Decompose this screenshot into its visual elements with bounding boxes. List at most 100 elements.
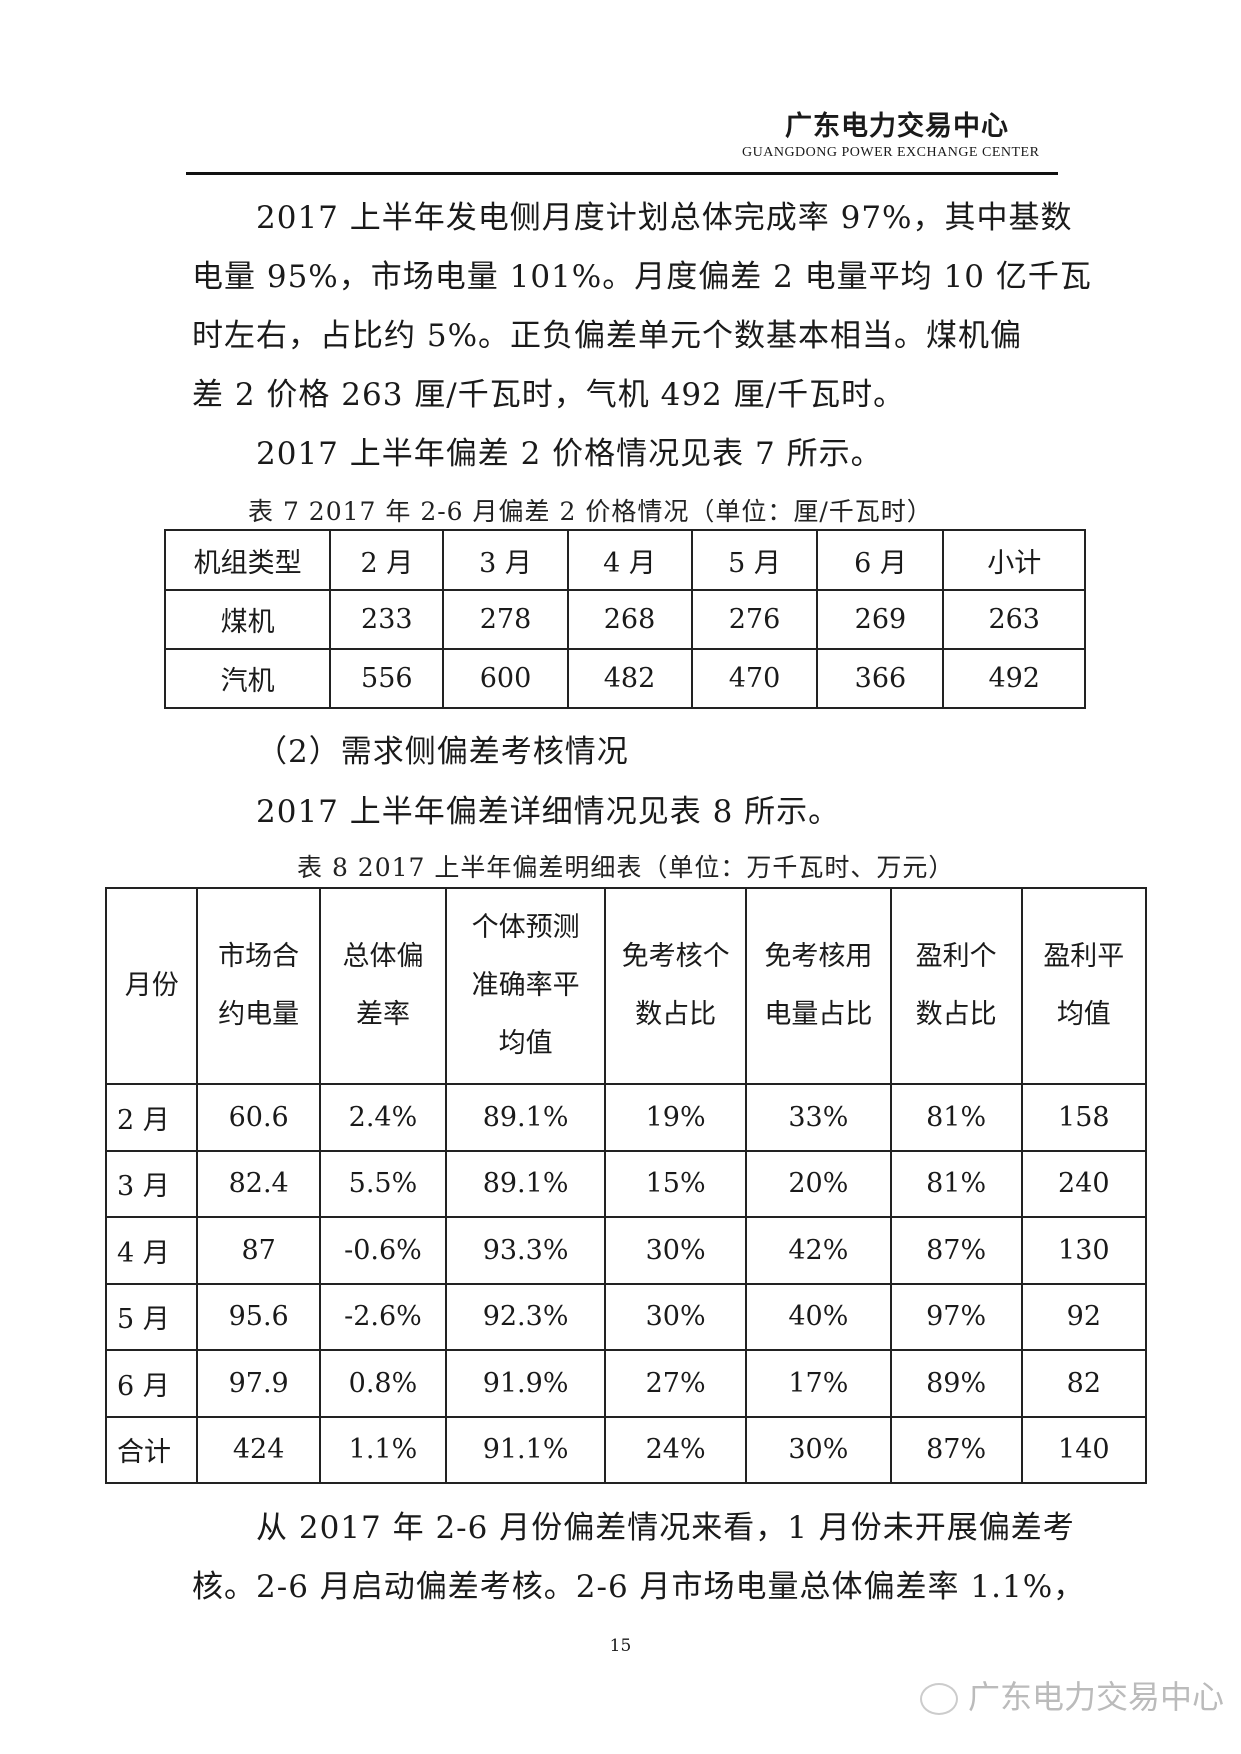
cell: 30%	[604, 1282, 748, 1351]
cell: 89%	[889, 1349, 1023, 1418]
cell: 33%	[745, 1083, 892, 1152]
cell: 276	[690, 589, 819, 650]
header-cell: 免考核用电量占比	[745, 887, 892, 1085]
cell: 17%	[745, 1349, 892, 1418]
cell: -0.6%	[318, 1216, 448, 1285]
watermark-text: 广东电力交易中心	[968, 1678, 1225, 1716]
table8: 月份 市场合约电量 总体偏差率 个体预测准确率平均值 免考核个数占比 免考核用电量占比 盈利…	[104, 887, 1148, 1484]
cell: 158	[1020, 1083, 1148, 1152]
header-cell: 市场合约电量	[196, 887, 321, 1085]
header-org-en: GUANGDONG POWER EXCHANGE CENTER	[742, 145, 1040, 160]
table-row: 汽机 556 600 482 470 366 492	[163, 648, 1086, 709]
cell: 91.9%	[445, 1349, 607, 1418]
cell: 268	[566, 589, 693, 650]
cell: 470	[690, 648, 819, 709]
cell: 4 月	[104, 1216, 199, 1285]
cell: 492	[942, 648, 1086, 709]
cell: 233	[329, 589, 445, 650]
cell: 87%	[889, 1216, 1023, 1285]
cell: 482	[566, 648, 693, 709]
cell: 煤机	[163, 589, 332, 650]
table7-caption: 表 7 2017 年 2-6 月偏差 2 价格情况（单位：厘/千瓦时）	[248, 497, 933, 526]
table-row: 煤机 233 278 268 276 269 263	[163, 589, 1086, 650]
para4-line: 从 2017 年 2-6 月份偏差情况来看，1 月份未开展偏差考	[256, 1510, 1075, 1546]
header-cell: 3 月	[442, 529, 569, 591]
cell: 2.4%	[318, 1083, 448, 1152]
cell: 424	[196, 1415, 321, 1484]
cell: 60.6	[196, 1083, 321, 1152]
table-row: 合计 424 1.1% 91.1% 24% 30% 87% 140	[104, 1415, 1148, 1484]
cell: 130	[1020, 1216, 1148, 1285]
cell: 2 月	[104, 1083, 199, 1152]
table-row: 2 月 60.6 2.4% 89.1% 19% 33% 81% 158	[104, 1083, 1148, 1152]
cell: 82	[1020, 1349, 1148, 1418]
para1-line: 差 2 价格 263 厘/千瓦时，气机 492 厘/千瓦时。	[192, 377, 906, 413]
cell: 81%	[889, 1149, 1023, 1218]
cell: 20%	[745, 1149, 892, 1218]
para3: 2017 上半年偏差详细情况见表 8 所示。	[256, 794, 841, 830]
cell: 366	[816, 648, 945, 709]
cell: 42%	[745, 1216, 892, 1285]
cell: 93.3%	[445, 1216, 607, 1285]
para1-line: 电量 95%，市场电量 101%。月度偏差 2 电量平均 10 亿千瓦	[192, 259, 1092, 295]
cell: 600	[442, 648, 569, 709]
header-cell: 盈利平均值	[1020, 887, 1148, 1085]
cell: 140	[1020, 1415, 1148, 1484]
cell: 240	[1020, 1149, 1148, 1218]
cell: 汽机	[163, 648, 332, 709]
table-row: 4 月 87 -0.6% 93.3% 30% 42% 87% 130	[104, 1216, 1148, 1285]
cell: 1.1%	[318, 1415, 448, 1484]
watermark: 广东电力交易中心	[920, 1672, 1224, 1718]
header-divider	[186, 172, 1058, 175]
section-heading: （2）需求侧偏差考核情况	[256, 734, 629, 770]
header-cell: 个体预测准确率平均值	[445, 887, 607, 1085]
wechat-icon	[920, 1683, 958, 1715]
cell: 89.1%	[445, 1083, 607, 1152]
table8-caption: 表 8 2017 上半年偏差明细表（单位：万千瓦时、万元）	[297, 853, 955, 882]
cell: 6 月	[104, 1349, 199, 1418]
cell: 263	[942, 589, 1086, 650]
cell: 556	[329, 648, 445, 709]
para1-line: 2017 上半年发电侧月度计划总体完成率 97%，其中基数	[256, 200, 1073, 236]
cell: 5.5%	[318, 1149, 448, 1218]
para1-line: 时左右，占比约 5%。正负偏差单元个数基本相当。煤机偏	[192, 318, 1023, 354]
cell: 15%	[604, 1149, 748, 1218]
header-cell: 小计	[942, 529, 1086, 591]
cell: 87	[196, 1216, 321, 1285]
header-cell: 免考核个数占比	[604, 887, 748, 1085]
para4-line: 核。2-6 月启动偏差考核。2-6 月市场电量总体偏差率 1.1%，	[192, 1569, 1086, 1605]
header-cell: 总体偏差率	[318, 887, 448, 1085]
table-row: 6 月 97.9 0.8% 91.9% 27% 17% 89% 82	[104, 1349, 1148, 1418]
cell: 81%	[889, 1083, 1023, 1152]
cell: 30%	[745, 1415, 892, 1484]
cell: 97.9	[196, 1349, 321, 1418]
cell: 269	[816, 589, 945, 650]
cell: 82.4	[196, 1149, 321, 1218]
page-number: 15	[609, 1636, 632, 1656]
cell: 合计	[104, 1415, 199, 1484]
header-cell: 5 月	[690, 529, 819, 591]
cell: 5 月	[104, 1282, 199, 1351]
cell: 0.8%	[318, 1349, 448, 1418]
table-row: 5 月 95.6 -2.6% 92.3% 30% 40% 97% 92	[104, 1282, 1148, 1351]
header-cell: 2 月	[329, 529, 445, 591]
header-cell: 盈利个数占比	[889, 887, 1023, 1085]
header-cell: 机组类型	[163, 529, 332, 591]
cell: 97%	[889, 1282, 1023, 1351]
cell: 27%	[604, 1349, 748, 1418]
cell: 24%	[604, 1415, 748, 1484]
cell: 92.3%	[445, 1282, 607, 1351]
cell: 87%	[889, 1415, 1023, 1484]
cell: 89.1%	[445, 1149, 607, 1218]
header-cell: 4 月	[566, 529, 693, 591]
header-cell: 月份	[104, 887, 199, 1085]
cell: 3 月	[104, 1149, 199, 1218]
para2: 2017 上半年偏差 2 价格情况见表 7 所示。	[256, 436, 883, 472]
header-cell: 6 月	[816, 529, 945, 591]
table-row: 3 月 82.4 5.5% 89.1% 15% 20% 81% 240	[104, 1149, 1148, 1218]
cell: 19%	[604, 1083, 748, 1152]
cell: -2.6%	[318, 1282, 448, 1351]
cell: 95.6	[196, 1282, 321, 1351]
